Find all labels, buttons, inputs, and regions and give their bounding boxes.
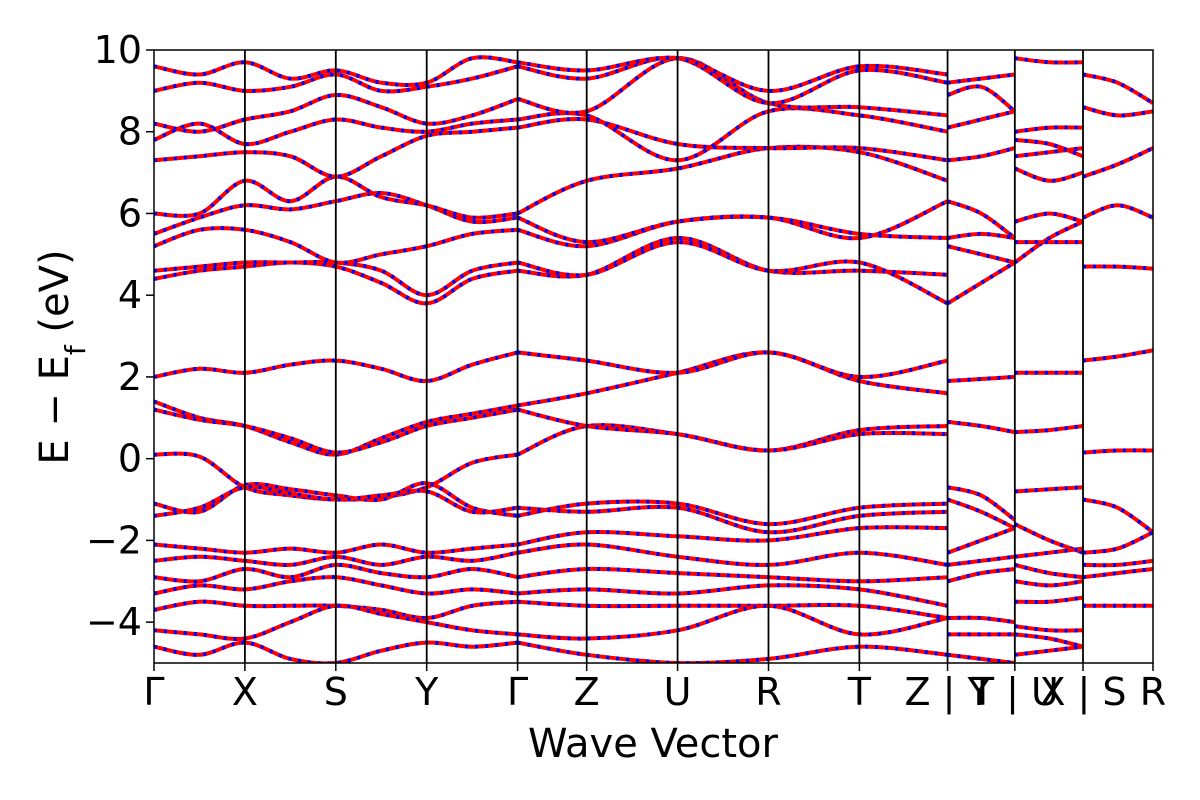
y-axis: −4 −2 0 2 4 6 8 10	[86, 28, 154, 644]
band-line-down-21	[517, 599, 948, 620]
band-line-down-49	[947, 554, 1016, 567]
band-line-up-83	[1082, 497, 1153, 534]
y-tick-label-5: 6	[118, 191, 142, 235]
band-line-down-13	[517, 525, 948, 547]
band-line-down-4	[154, 350, 519, 384]
band-line-down-17	[517, 566, 948, 584]
y-tick-label-6: 8	[118, 110, 142, 154]
y-tick-label-3: 2	[118, 355, 142, 399]
band-line-down-15	[517, 542, 948, 567]
band-line-down-70	[1014, 624, 1084, 633]
kpoint-lines	[244, 50, 1084, 663]
band-line-down-81	[1014, 125, 1084, 134]
band-line-up-35	[516, 144, 949, 216]
y-axis-label: E − Ef (eV)	[32, 249, 92, 464]
band-line-up-59	[946, 199, 1016, 240]
band-line-up-84	[1082, 530, 1153, 555]
y-tick-label-1: −2	[86, 518, 142, 562]
band-line-down-50	[947, 567, 1016, 584]
x-tick-label-9: Z | Y	[904, 670, 991, 715]
band-line-down-85	[1082, 558, 1153, 568]
x-tick-label-11: X | S	[1039, 670, 1126, 715]
x-tick-label-1: X	[232, 670, 258, 714]
band-line-up-47	[946, 497, 1016, 530]
band-line-down-54	[947, 419, 1016, 435]
band-line-down-80	[1014, 137, 1084, 159]
band-line-down-34	[154, 174, 518, 220]
band-line-up-93	[1082, 105, 1153, 118]
band-line-up-46	[947, 485, 1017, 522]
band-line-down-90	[1082, 264, 1153, 271]
band-line-up-37	[517, 116, 948, 163]
band-line-down-42	[154, 64, 519, 94]
plot-frame	[153, 49, 1154, 664]
band-line-up-94	[1082, 72, 1153, 105]
band-line-down-67	[1014, 562, 1084, 580]
band-line-down-9	[517, 499, 948, 527]
x-tick-label-2: S	[324, 670, 348, 714]
y-axis-label-subscript: f	[59, 344, 92, 355]
band-line-up-7	[517, 407, 948, 453]
band-line-down-73	[1014, 424, 1084, 435]
band-line-down-10	[154, 484, 518, 518]
band-line-up-51	[947, 615, 1016, 625]
band-line-down-58	[947, 231, 1016, 240]
band-line-down-75	[1013, 219, 1084, 265]
band-line-down-63	[947, 72, 1016, 85]
band-line-down-89	[1082, 348, 1153, 363]
y-tick-label-0: −4	[86, 600, 142, 644]
x-tick-label-5: Z	[574, 670, 600, 714]
band-line-down-66	[1014, 546, 1084, 559]
band-line-down-68	[1014, 579, 1084, 588]
band-line-down-86	[1082, 567, 1153, 580]
band-line-up-92	[1082, 146, 1153, 179]
band-line-down-53	[947, 652, 1016, 663]
x-tick-label-7: R	[755, 670, 781, 714]
y-tick-label-2: 0	[118, 437, 142, 481]
band-line-up-62	[946, 84, 1017, 113]
band-line-up-56	[946, 260, 1016, 306]
band-line-down-82	[1014, 56, 1084, 65]
x-axis: Γ X S Y Γ Z U R T Z | YT | UX | S R	[143, 663, 1166, 715]
band-line-down-32	[154, 190, 518, 236]
band-line-down-19	[517, 583, 948, 608]
band-line-up-78	[1014, 166, 1084, 183]
band-line-down-77	[1014, 211, 1084, 224]
band-line-down-64	[1014, 485, 1084, 494]
y-tick-label-4: 4	[118, 273, 142, 317]
band-line-down-61	[947, 109, 1016, 130]
x-tick-label-12: R	[1140, 670, 1166, 714]
band-line-down-23	[517, 603, 949, 641]
y-axis-label-main: E − E	[32, 355, 78, 465]
band-line-up-91	[1082, 203, 1153, 220]
band-line-down-33	[516, 214, 948, 245]
x-tick-label-10: T | U	[970, 670, 1059, 715]
band-line-down-60	[947, 146, 1016, 163]
band-line-down-11	[517, 504, 948, 535]
x-axis-label: Wave Vector	[528, 721, 779, 767]
band-line-down-45	[517, 55, 948, 93]
x-tick-label-4: Γ	[507, 670, 528, 714]
band-line-down-79	[1014, 146, 1084, 159]
band-line-up-24	[154, 640, 518, 663]
band-line-down-25	[517, 640, 948, 663]
x-tick-label-8: T	[847, 670, 872, 714]
band-line-down-72	[1014, 644, 1084, 657]
band-line-down-71	[1014, 632, 1084, 649]
x-tick-label-6: U	[664, 670, 692, 714]
band-line-down-5	[517, 350, 948, 379]
band-line-up-48	[946, 526, 1016, 555]
x-tick-label-3: Y	[414, 670, 439, 714]
band-line-up-55	[947, 374, 1015, 383]
x-tick-label-0: Γ	[143, 670, 164, 714]
band-line-down-16	[154, 562, 518, 584]
band-line-down-57	[947, 244, 1016, 265]
y-axis-label-unit: (eV)	[32, 249, 78, 345]
y-tick-label-7: 10	[94, 28, 142, 72]
band-line-down-88	[1082, 448, 1153, 455]
band-line-down-69	[1014, 595, 1084, 605]
